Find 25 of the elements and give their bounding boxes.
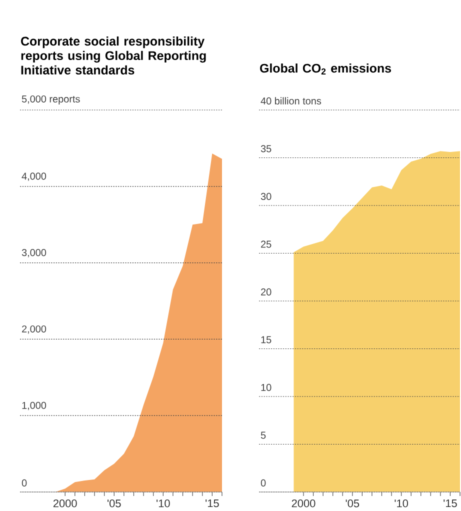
y-tick-label: 30 [260,192,272,200]
x-tick-label: '05 [108,500,121,508]
y-tick-label: 2,000 [22,325,46,334]
y-tick-label: 20 [261,288,272,296]
y-tick-label: 25 [261,240,272,248]
chart-title: Corporate social responsibility reports using Global Reporting Initiative standards [21,36,206,74]
x-tick-label: '10 [394,500,408,508]
y-tick-label: 40 billion tons [260,97,322,104]
y-tick-label: 3,000 [22,249,46,258]
y-tick-label: 5,000 reports [22,95,80,104]
y-tick-label: 0 [22,479,27,486]
x-tick-label: 2000 [292,500,316,508]
x-tick-label: '05 [346,500,360,508]
x-tick-label: 2000 [53,500,77,508]
y-tick-label: 1,000 [22,402,46,410]
y-tick-label: 0 [260,479,266,486]
x-tick-label: '15 [206,500,219,508]
y-tick-label: 35 [260,145,272,152]
y-tick-label: 15 [261,336,272,344]
chart-title: Global CO$_{2}$ emissions [260,64,392,74]
x-tick-label: '10 [156,500,170,508]
y-tick-label: 5 [260,432,266,439]
x-tick-label: '15 [444,500,457,508]
y-tick-label: 10 [261,384,272,391]
y-tick-label: 4,000 [22,172,46,181]
